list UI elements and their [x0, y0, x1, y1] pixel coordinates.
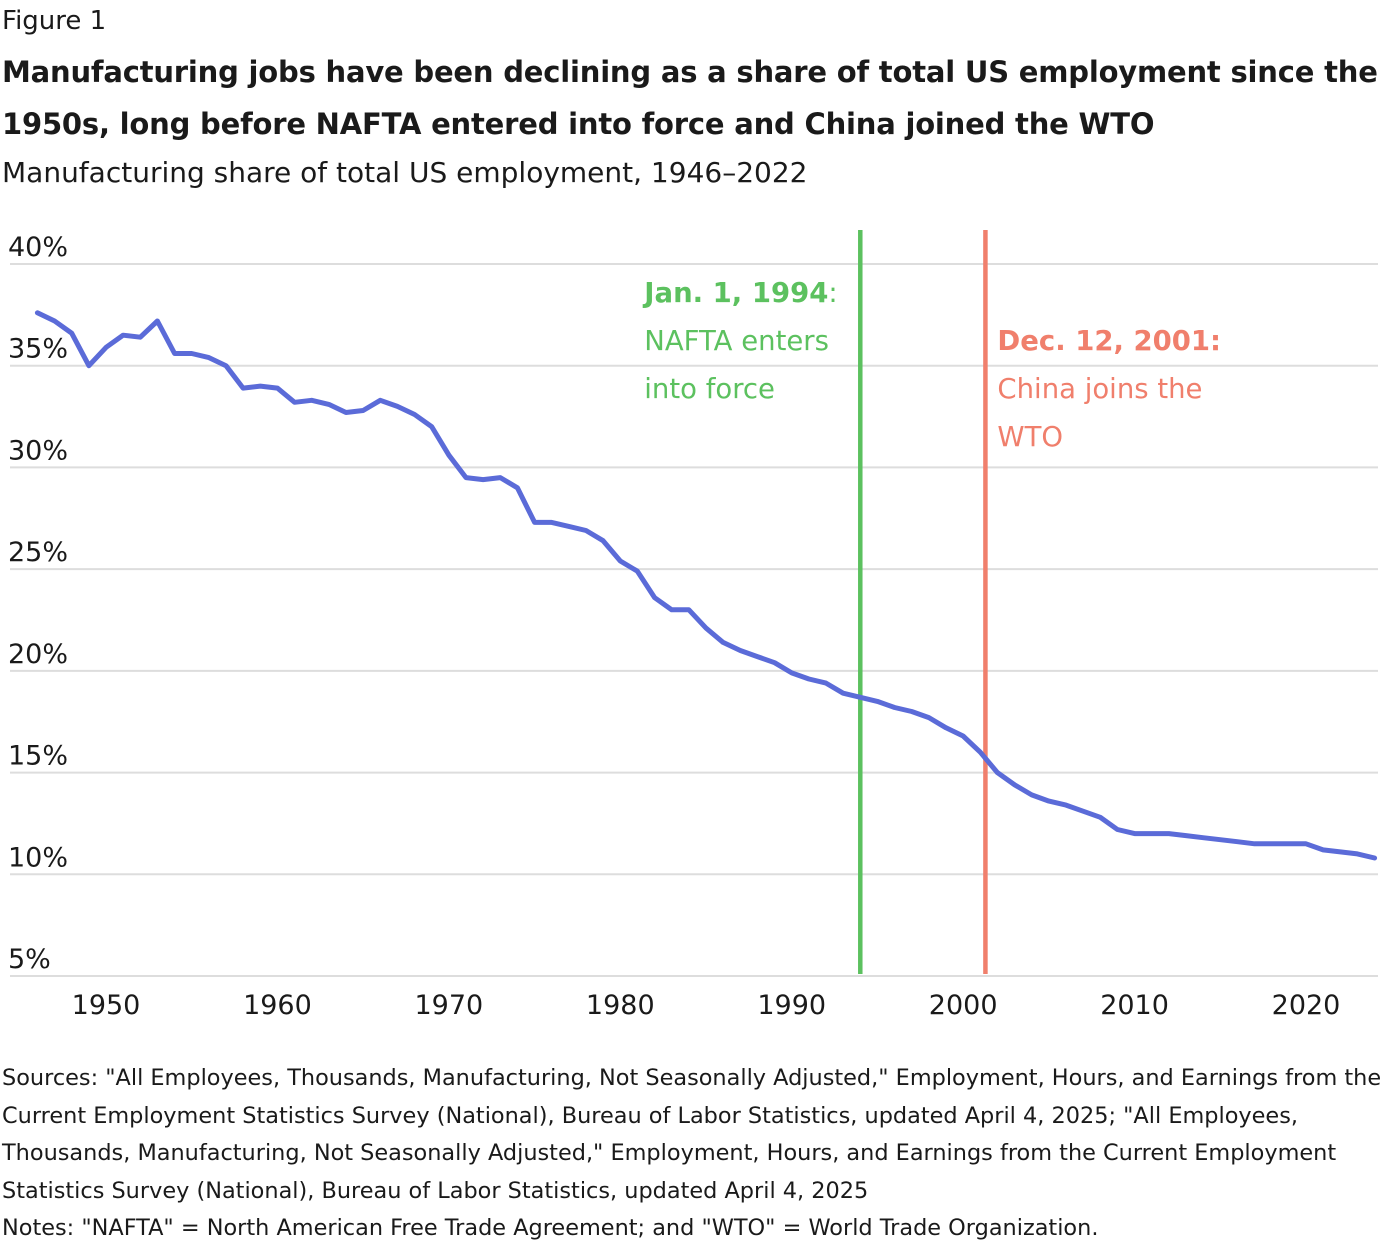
notes-line: Notes: "NAFTA" = North American Free Tra… [2, 1210, 1394, 1248]
y-tick-label: 10% [8, 842, 68, 873]
event-date: Jan. 1, 1994 [642, 277, 828, 309]
y-tick-label: 35% [8, 334, 68, 365]
chart-title: Manufacturing jobs have been declining a… [2, 46, 1382, 150]
x-tick-label: 1960 [243, 990, 312, 1021]
y-tick-label: 25% [8, 537, 68, 568]
x-tick-label: 2000 [929, 990, 998, 1021]
y-tick-label: 20% [8, 639, 68, 670]
event-date-label: Jan. 1, 1994: [642, 277, 837, 309]
event-description-line: China joins the [997, 373, 1202, 405]
y-tick-label: 5% [8, 944, 51, 975]
event-date: Dec. 12, 2001: [997, 325, 1221, 357]
event-date-label: Dec. 12, 2001: [997, 325, 1221, 357]
y-axis-ticks: 40% 35% 30% 25% 20% 15% 10% 5% [8, 232, 68, 975]
sources-note: Sources: "All Employees, Thousands, Manu… [2, 1060, 1394, 1210]
event-markers: Jan. 1, 1994: NAFTA enters into force Dec. … [642, 230, 1221, 974]
event-description-line: into force [644, 373, 775, 405]
y-tick-label: 30% [8, 435, 68, 466]
x-axis-ticks: 1950 1960 1970 1980 1990 2000 2010 2020 [72, 990, 1341, 1021]
event-description-line: WTO [997, 421, 1063, 453]
x-tick-label: 1950 [72, 990, 141, 1021]
y-tick-label: 15% [8, 741, 68, 772]
figure-label: Figure 1 [2, 6, 106, 36]
x-tick-label: 2020 [1272, 990, 1341, 1021]
x-tick-label: 1980 [586, 990, 655, 1021]
event-date-colon: : [828, 277, 837, 309]
line-chart: 40% 35% 30% 25% 20% 15% 10% 5% 1950 1960 1970 1980… [0, 210, 1400, 1040]
event-description-line: NAFTA enters [644, 325, 829, 357]
y-tick-label: 40% [8, 232, 68, 263]
gridlines [10, 264, 1378, 976]
chart-footer: Sources: "All Employees, Thousands, Manu… [2, 1060, 1394, 1248]
chart-subtitle: Manufacturing share of total US employme… [2, 156, 807, 189]
x-tick-label: 2010 [1100, 990, 1169, 1021]
x-tick-label: 1990 [757, 990, 826, 1021]
x-tick-label: 1970 [414, 990, 483, 1021]
